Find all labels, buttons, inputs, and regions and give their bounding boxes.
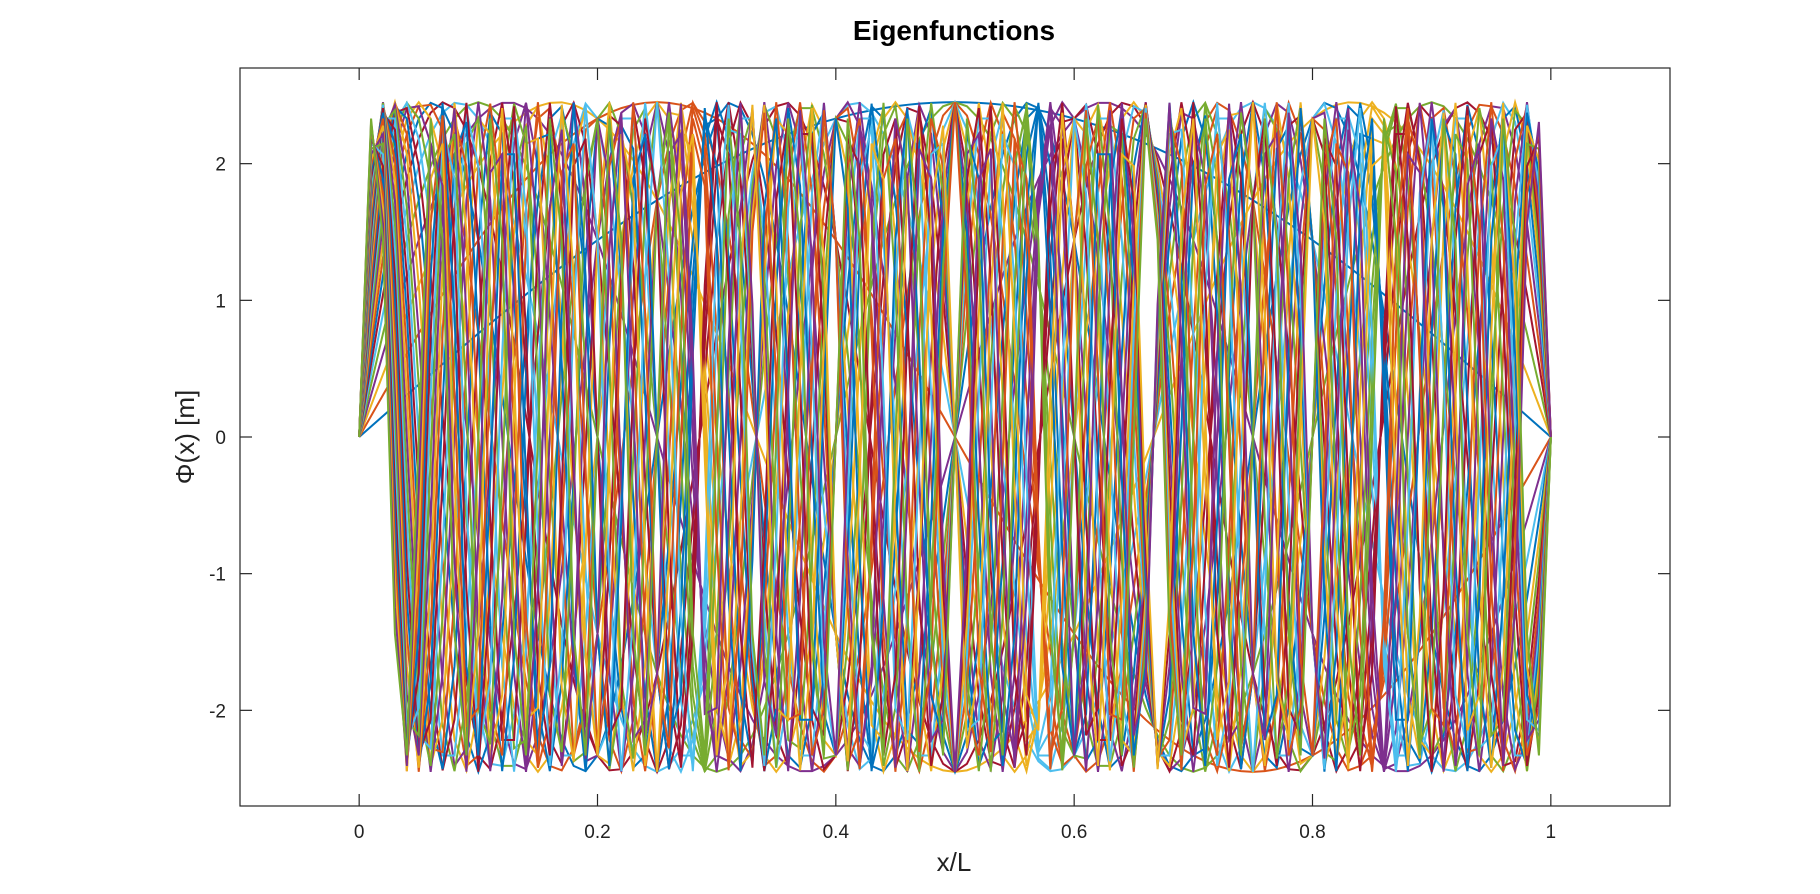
x-tick-label: 0.4	[823, 822, 850, 843]
x-tick-label: 1	[1546, 822, 1557, 843]
x-tick-label: 0	[354, 822, 365, 843]
eigenfunction-mode-39	[358, 102, 1552, 772]
y-tick-label: 1	[215, 291, 226, 312]
x-tick-label: 0.2	[584, 822, 610, 843]
x-tick-label: 0.8	[1299, 822, 1325, 843]
x-tick-label: 0.6	[1061, 822, 1087, 843]
y-tick-label: 2	[215, 155, 226, 176]
y-axis: -2 -1 0 1 2	[209, 155, 1670, 722]
curve-group	[358, 98, 1552, 776]
chart-title: Eigenfunctions	[853, 15, 1055, 46]
y-tick-label: 0	[215, 428, 226, 449]
eigenfunction-mode-40	[358, 118, 1552, 756]
x-axis: 0 0.2 0.4 0.6 0.8 1	[354, 68, 1556, 843]
x-axis-label: x/L	[937, 847, 972, 877]
y-tick-label: -2	[209, 701, 226, 722]
y-axis-label: Φ(x) [m]	[170, 390, 200, 484]
eigenfunction-mode-37	[358, 102, 1552, 772]
y-tick-label: -1	[209, 565, 226, 586]
